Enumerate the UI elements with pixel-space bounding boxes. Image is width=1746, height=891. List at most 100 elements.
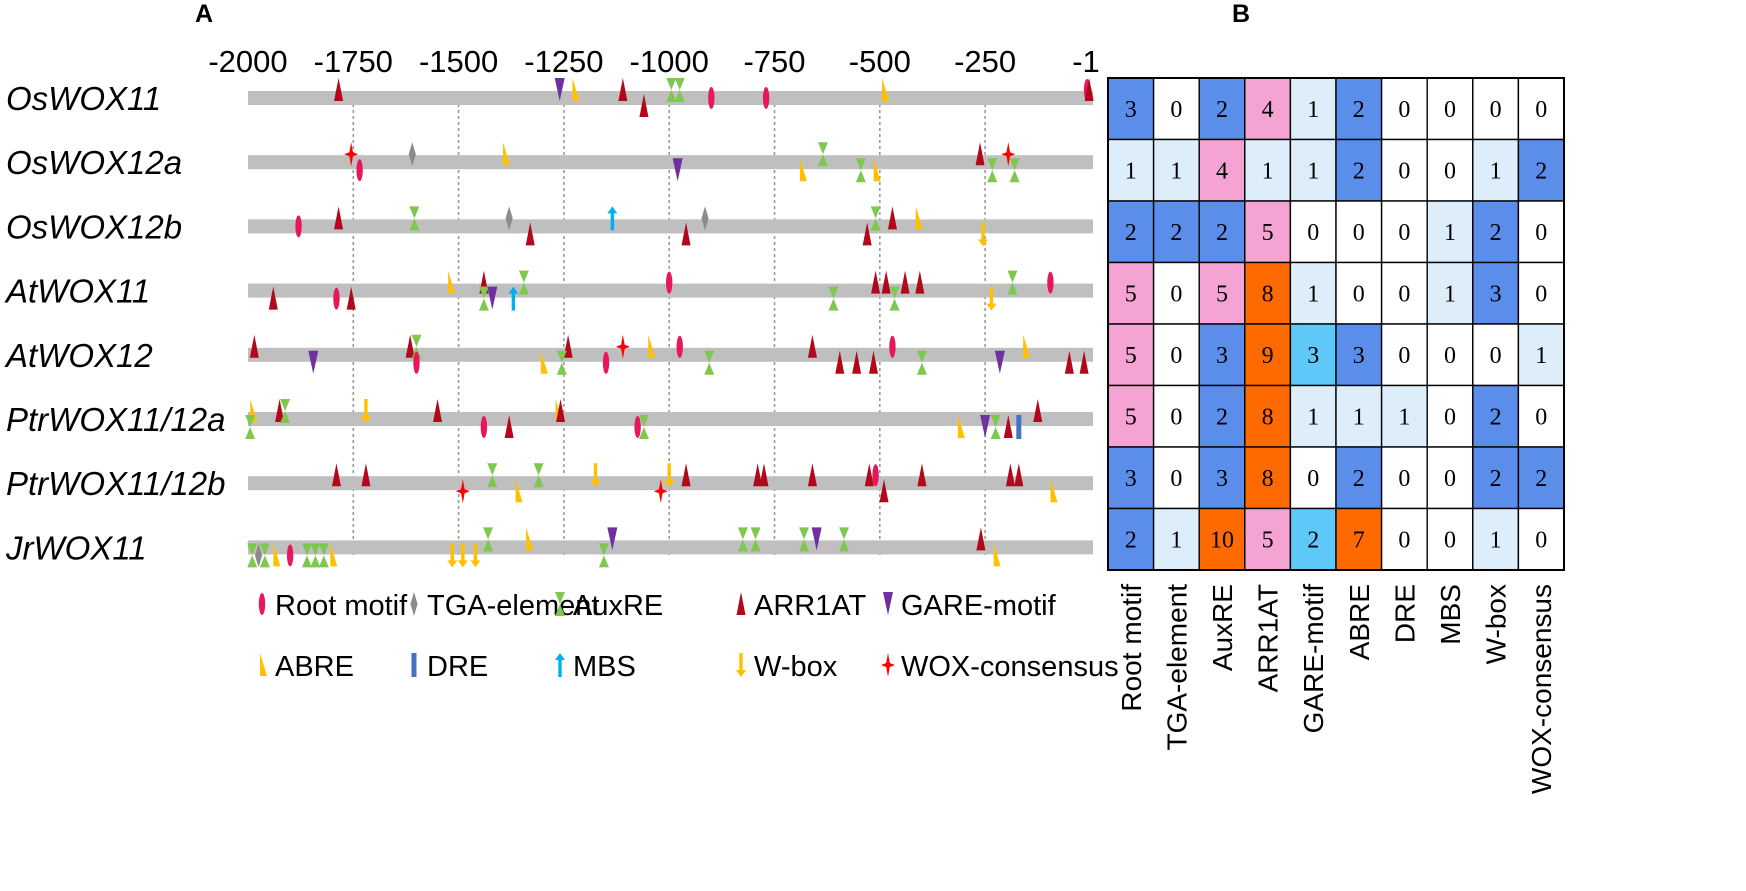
- legend-label: WOX-consensus: [901, 651, 1119, 683]
- heatmap-cell: [1517, 446, 1565, 510]
- wox-motif-marker: [653, 479, 668, 504]
- axis-tick-label: -1750: [314, 44, 393, 79]
- root-motif-marker: [762, 87, 770, 109]
- gare-motif-marker: [811, 527, 822, 551]
- axis-tick-label: -1500: [419, 44, 498, 79]
- heatmap-cell-value: 0: [1535, 527, 1547, 553]
- arr1at-motif-marker: [361, 463, 371, 487]
- mbs-motif-marker: [508, 286, 519, 311]
- auxre-motif-marker: [750, 527, 761, 552]
- panel-a-label: A: [195, 0, 213, 28]
- root-motif-marker: [676, 335, 683, 358]
- auxre-motif-marker: [483, 527, 494, 552]
- heatmap-cell: [1152, 323, 1200, 387]
- abre-motif-marker: [273, 543, 281, 567]
- heatmap-cell: [1107, 200, 1155, 264]
- wox-motif-marker: [615, 334, 630, 359]
- root-motif-marker: [889, 335, 896, 358]
- gene-label: PtrWOX11/12a: [6, 401, 225, 438]
- heatmap-cell-value: 2: [1353, 97, 1365, 123]
- abre-motif-marker: [1023, 334, 1031, 358]
- heatmap-cell-value: 0: [1398, 220, 1410, 246]
- auxre-motif-marker: [666, 78, 677, 102]
- motif-count-heatmap: 3 0 2 4 1 2 0 0 0 01 1 4 1 1 2 0 0 1 22 2 2 5 0 0 0 1 2 05 0 5 8 1 0 0 1 3 0…: [1107, 77, 1565, 794]
- heatmap-cell: [1472, 138, 1520, 202]
- arr1at-motif-marker: [556, 399, 566, 422]
- auxre-motif-marker: [916, 350, 927, 375]
- heatmap-cell-value: 3: [1353, 343, 1365, 369]
- wbox-motif-marker: [447, 543, 458, 568]
- arr1at-motif-marker: [835, 350, 845, 374]
- mbs-legend-symbol: [555, 653, 565, 677]
- heatmap-cell-value: 0: [1444, 466, 1456, 492]
- abre-motif-marker: [993, 543, 1001, 567]
- heatmap-cell: [1198, 384, 1246, 448]
- heatmap-cell: [1198, 200, 1246, 264]
- gene-label: JrWOX11: [5, 529, 147, 566]
- legend-label: TGA-element: [427, 590, 599, 622]
- wbox-motif-marker: [470, 543, 481, 568]
- heatmap-cell: [1426, 384, 1474, 448]
- arr1at-motif-marker: [976, 527, 986, 551]
- wox-legend-symbol: [881, 653, 895, 677]
- heatmap-cell-value: 8: [1262, 466, 1274, 492]
- heatmap-cell-value: 5: [1216, 281, 1228, 307]
- gene-label: OsWOX12b: [6, 208, 182, 245]
- heatmap-cell: [1198, 77, 1246, 141]
- heatmap-cell-value: 0: [1444, 343, 1456, 369]
- gene-label: AtWOX12: [4, 337, 153, 374]
- auxre-motif-marker: [598, 543, 609, 568]
- heatmap-column-label: ABRE: [1344, 584, 1375, 660]
- heatmap-cell: [1426, 507, 1474, 571]
- arr1at-motif-marker: [433, 399, 443, 422]
- auxre-motif-marker: [409, 206, 420, 231]
- tga-motif-marker: [254, 543, 263, 568]
- gene-label: OsWOX12a: [6, 144, 182, 181]
- heatmap-cell-value: 2: [1125, 220, 1137, 246]
- heatmap-cell-value: 2: [1307, 527, 1319, 553]
- arr1at-motif-marker: [1005, 463, 1015, 487]
- heatmap-cell-value: 0: [1535, 97, 1547, 123]
- arr1at-motif-marker: [1014, 463, 1024, 487]
- heatmap-cell: [1244, 446, 1292, 510]
- abre-motif-marker: [873, 158, 881, 182]
- heatmap-cell-value: 0: [1398, 466, 1410, 492]
- arr1at-motif-marker: [915, 270, 925, 294]
- heatmap-cell-value: 10: [1210, 527, 1234, 553]
- abre-motif-marker: [957, 415, 965, 438]
- auxre-motif-marker: [855, 158, 866, 183]
- heatmap-cell: [1244, 323, 1292, 387]
- heatmap-cell-value: 2: [1125, 527, 1137, 553]
- gene-label: PtrWOX11/12b: [6, 465, 225, 502]
- wbox-motif-marker: [664, 463, 675, 488]
- arr1at-motif-marker: [346, 286, 356, 310]
- auxre-motif-marker: [889, 286, 900, 311]
- abre-motif-marker: [502, 142, 510, 166]
- auxre-motif-marker: [990, 415, 1001, 439]
- auxre-motif-marker: [247, 543, 258, 568]
- wbox-motif-marker: [978, 222, 989, 247]
- heatmap-cell-value: 1: [1307, 281, 1319, 307]
- root-motif-marker: [708, 87, 715, 109]
- heatmap-column-label: DRE: [1389, 584, 1420, 643]
- heatmap-cell: [1289, 384, 1337, 448]
- arr1at-motif-marker: [249, 334, 259, 358]
- heatmap-cell-value: 1: [1490, 158, 1502, 184]
- arr1at-motif-marker: [275, 399, 285, 422]
- arr1at-motif-marker: [1064, 350, 1074, 374]
- mbs-motif-marker: [607, 206, 618, 231]
- heatmap-cell-value: 0: [1170, 404, 1182, 430]
- panel-b-label: B: [1232, 0, 1250, 28]
- heatmap-cell-value: 0: [1490, 343, 1502, 369]
- heatmap-cell-value: 5: [1262, 527, 1274, 553]
- heatmap-cell: [1426, 446, 1474, 510]
- arr1at-motif-marker: [887, 206, 897, 230]
- gare-motif-marker: [487, 286, 498, 310]
- gare-motif-marker: [994, 350, 1005, 374]
- heatmap-cell-value: 0: [1307, 466, 1319, 492]
- arr1at-motif-marker: [807, 463, 817, 487]
- heatmap-border: [1107, 77, 1565, 571]
- root-motif-marker: [602, 351, 610, 374]
- heatmap-column-label: WOX-consensus: [1526, 584, 1557, 794]
- heatmap-cell-value: 0: [1444, 527, 1456, 553]
